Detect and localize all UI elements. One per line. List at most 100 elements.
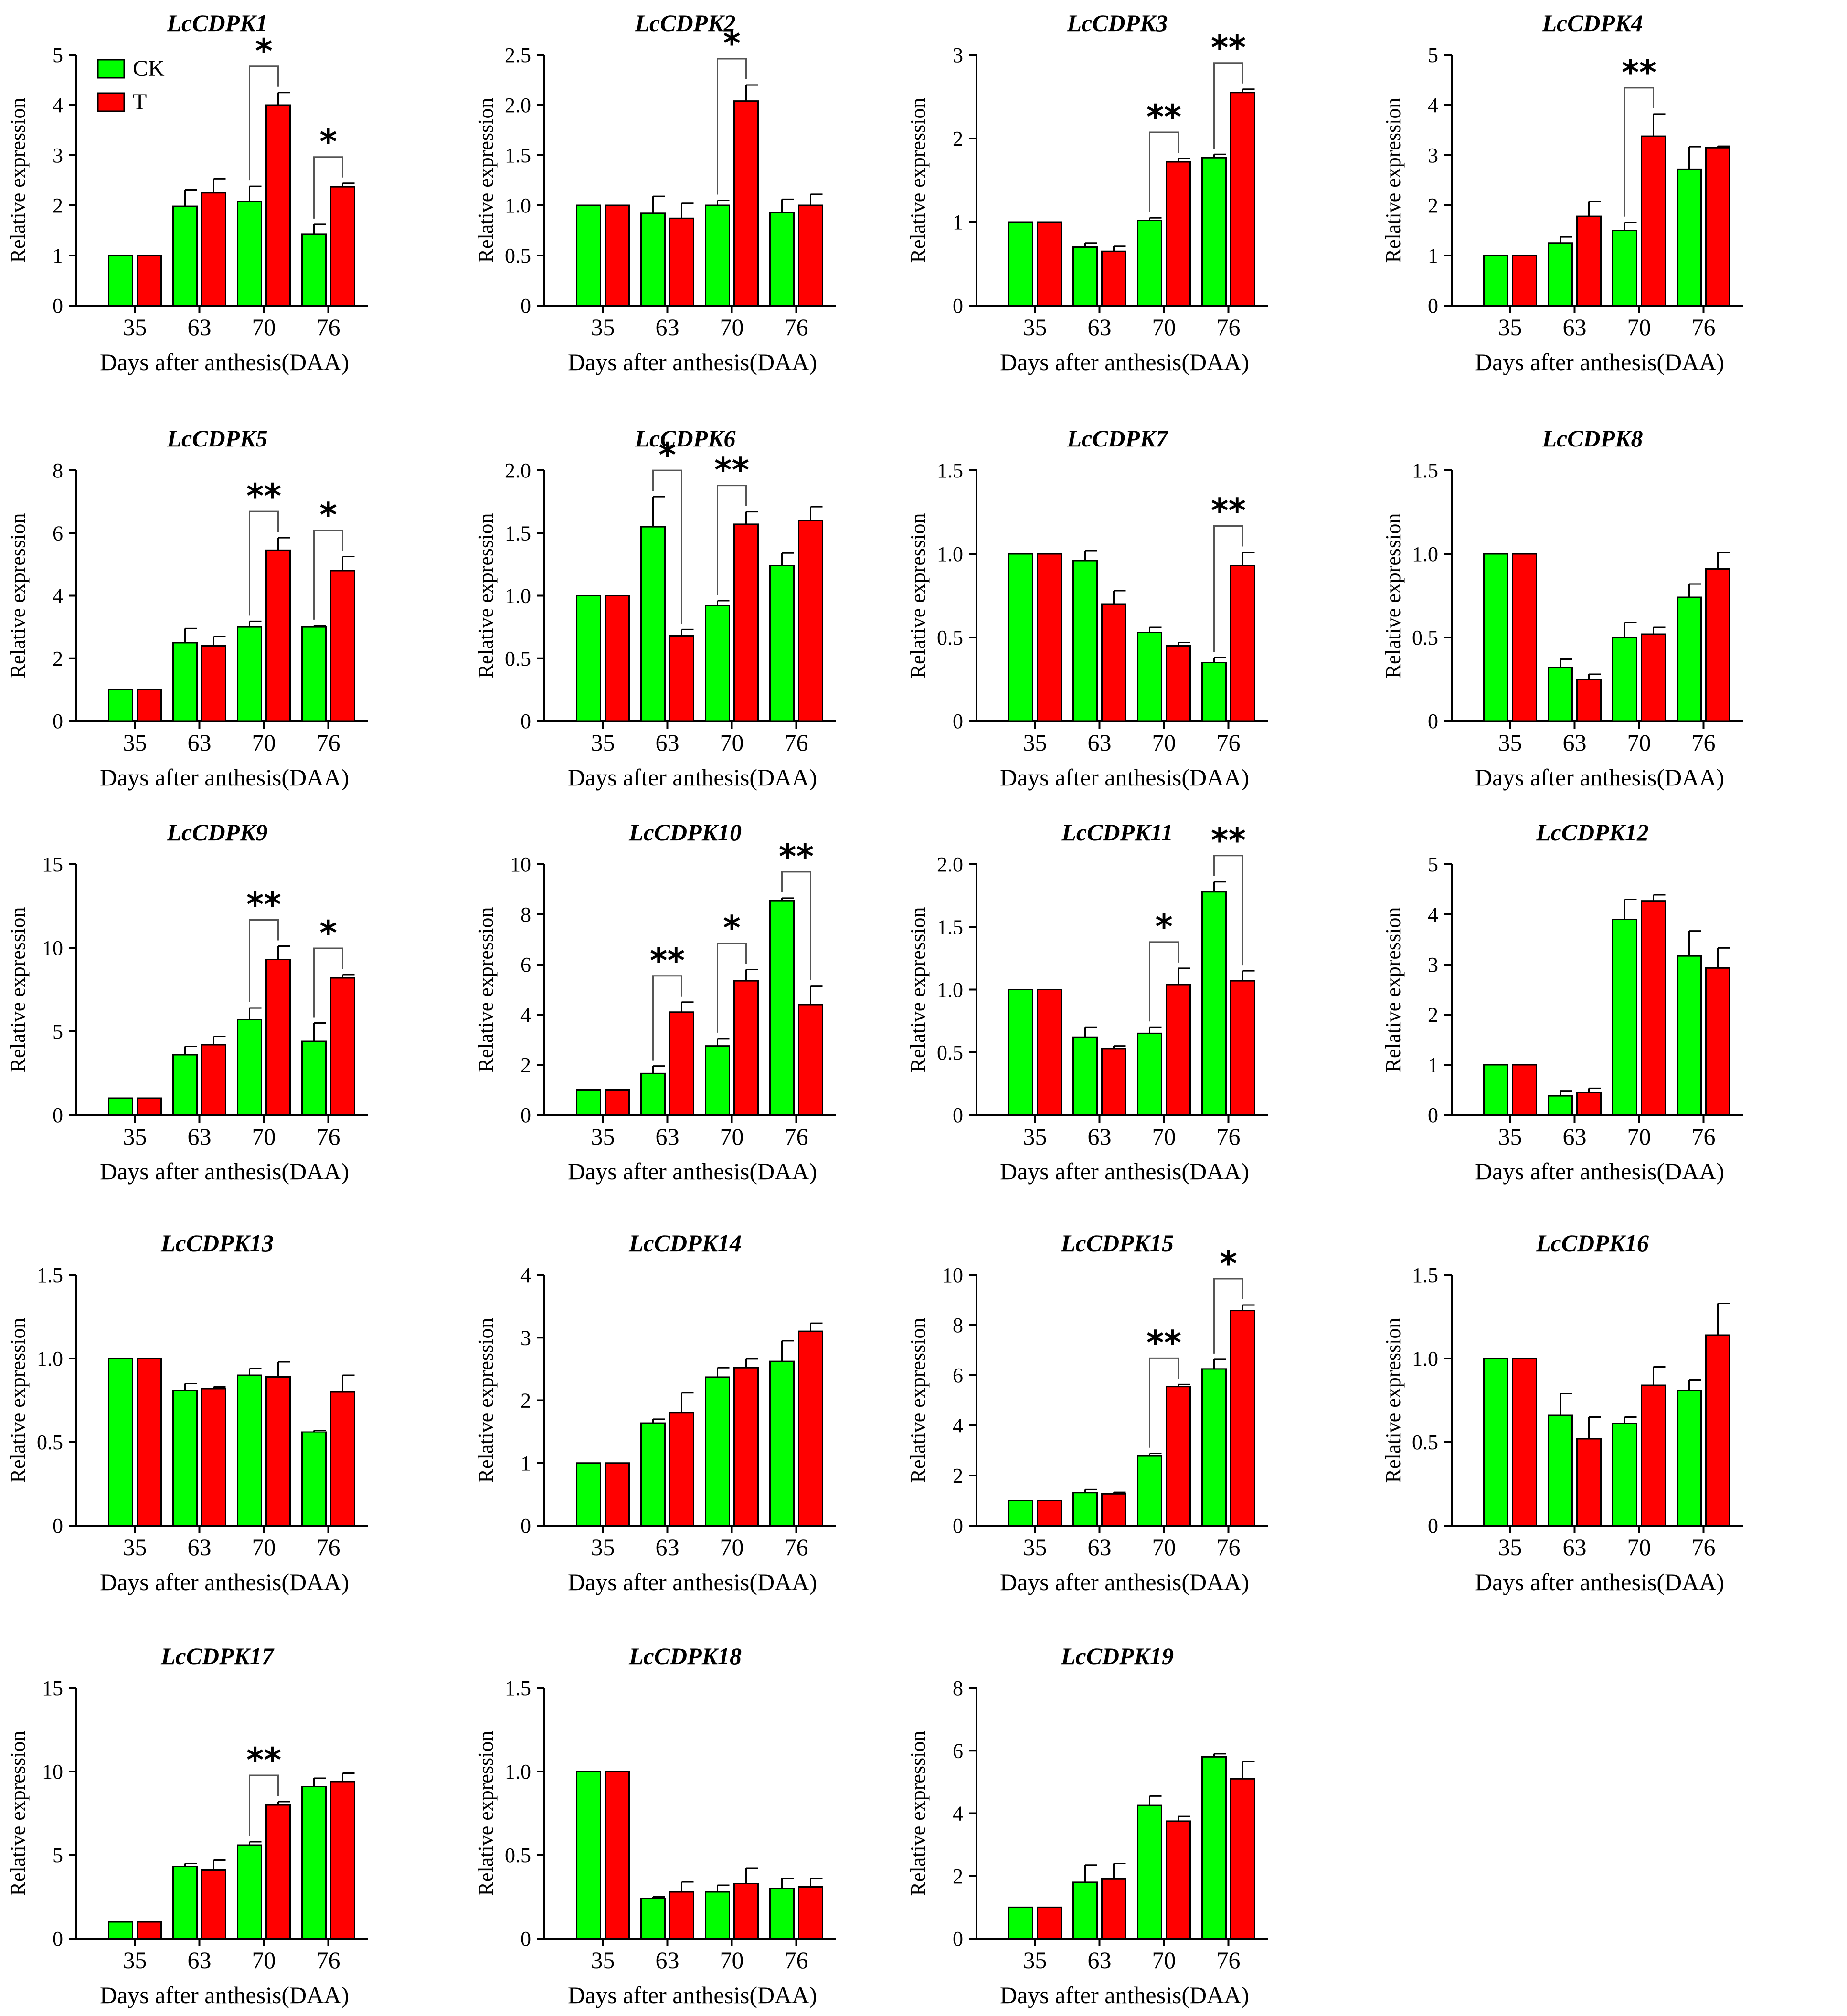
x-tick-label: 70 (252, 729, 276, 756)
significance-bracket (781, 871, 811, 980)
chart-panel: LcCDPK13 0 0.5 1.0 1.5 Relative expression 35 6… (6, 1230, 368, 1595)
x-tick-label: 76 (317, 1947, 340, 1974)
bar-t-76 (1705, 1334, 1730, 1527)
y-tick-label: 0 (520, 710, 531, 733)
y-axis-label: Relative expression (6, 1318, 30, 1483)
x-tick-label: 63 (656, 1947, 679, 1974)
x-tick-label: 63 (1088, 1123, 1112, 1150)
bar-ck-35 (108, 689, 133, 722)
y-tick-label: 0 (1428, 1103, 1438, 1127)
y-tick-label: 8 (953, 1676, 963, 1700)
chart-title: LcCDPK19 (1061, 1643, 1174, 1669)
chart-title: LcCDPK14 (628, 1230, 742, 1256)
y-tick-label: 2 (520, 1389, 531, 1412)
x-tick-label: 35 (123, 1123, 147, 1150)
bar-t-70 (265, 1804, 291, 1940)
chart-title: LcCDPK6 (634, 425, 735, 452)
significance-label: ** (1211, 491, 1246, 531)
y-tick-label: 2 (1428, 1003, 1438, 1027)
bar-t-70 (1641, 1384, 1666, 1527)
x-tick-label: 63 (656, 314, 679, 340)
legend-swatch-ck (97, 59, 125, 79)
bar-t-35 (1037, 989, 1062, 1116)
y-tick-label: 1 (520, 1452, 531, 1475)
bar-t-63 (669, 1891, 694, 1940)
y-tick-label: 0 (520, 294, 531, 318)
x-tick-label: 76 (1692, 1123, 1716, 1150)
x-tick-label: 63 (1563, 729, 1587, 756)
bar-t-70 (733, 100, 759, 307)
y-tick-label: 4 (953, 1802, 963, 1825)
y-tick-label: 0.5 (1412, 1431, 1438, 1454)
bar-ck-63 (1548, 667, 1573, 722)
y-axis-label: Relative expression (6, 907, 30, 1072)
chart-panel: LcCDPK12 0 1 2 3 4 5 Relative expression 35 63 70 7… (1381, 819, 1743, 1185)
bar-ck-70 (1612, 1423, 1637, 1527)
bar-t-35 (1037, 1500, 1062, 1527)
bar-t-76 (330, 1391, 355, 1527)
y-tick-label: 0.5 (1412, 626, 1438, 649)
y-tick-label: 4 (1428, 94, 1438, 117)
bar-ck-35 (576, 204, 601, 307)
bar-t-35 (605, 1771, 630, 1940)
x-tick-label: 63 (656, 729, 679, 756)
y-tick-label: 5 (1428, 43, 1438, 67)
bar-ck-70 (237, 201, 262, 307)
bar-ck-76 (301, 1431, 327, 1527)
x-tick-label: 76 (1692, 314, 1716, 340)
x-axis-label: Days after anthesis(DAA) (1475, 1569, 1724, 1595)
significance-bracket (1624, 87, 1654, 217)
bar-ck-76 (769, 212, 795, 307)
significance-bracket (652, 469, 682, 624)
bar-ck-70 (1137, 1032, 1162, 1116)
x-tick-label: 70 (1152, 1534, 1176, 1560)
significance-label: ** (714, 451, 749, 490)
x-axis-label: Days after anthesis(DAA) (568, 1569, 817, 1595)
bar-ck-63 (172, 1054, 198, 1116)
y-tick-label: 0 (1428, 710, 1438, 733)
bar-ck-70 (1137, 220, 1162, 307)
x-tick-label: 76 (785, 1947, 808, 1974)
bar-ck-35 (108, 1921, 133, 1940)
bar-t-63 (1101, 1048, 1126, 1116)
y-tick-label: 0.5 (937, 1041, 963, 1064)
y-tick-label: 8 (53, 459, 63, 482)
bar-t-70 (1641, 633, 1666, 722)
y-tick-label: 3 (53, 144, 63, 167)
bar-ck-76 (301, 233, 327, 307)
x-tick-label: 70 (1152, 1123, 1176, 1150)
y-tick-label: 0.5 (505, 1844, 531, 1867)
x-tick-label: 70 (1627, 1123, 1651, 1150)
chart-panel: LcCDPK18 0 0.5 1.0 1.5 Relative expression 35 6… (474, 1643, 836, 2008)
y-axis-label: Relative expression (474, 907, 498, 1072)
y-tick-label: 3 (520, 1326, 531, 1349)
significance-label: ** (1211, 821, 1246, 860)
bar-ck-63 (640, 1072, 666, 1116)
x-tick-label: 63 (188, 314, 212, 340)
bar-t-63 (1576, 215, 1602, 307)
x-axis-label: Days after anthesis(DAA) (568, 349, 817, 375)
x-tick-label: 35 (591, 1123, 615, 1150)
bar-t-63 (201, 1388, 226, 1527)
chart-panel: LcCDPK19 0 2 4 6 8 Relative expression 35 63 70 76… (906, 1643, 1268, 2008)
y-tick-label: 6 (953, 1364, 963, 1387)
bar-t-35 (137, 255, 162, 307)
x-tick-label: 35 (1023, 1534, 1047, 1560)
x-tick-label: 76 (317, 729, 340, 756)
bar-t-76 (1230, 1310, 1255, 1527)
y-tick-label: 5 (53, 1020, 63, 1043)
x-tick-label: 35 (1498, 729, 1522, 756)
y-axis-label: Relative expression (474, 98, 498, 263)
bar-ck-76 (1201, 662, 1227, 722)
bar-ck-76 (1201, 157, 1227, 307)
bar-t-35 (1512, 255, 1537, 307)
significance-label: ** (246, 885, 281, 924)
bar-ck-63 (172, 1390, 198, 1527)
x-tick-label: 63 (1088, 729, 1112, 756)
chart-panel: LcCDPK16 0 0.5 1.0 1.5 Relative expression 35 6… (1381, 1230, 1743, 1595)
bar-t-35 (137, 1921, 162, 1940)
y-axis-label: Relative expression (6, 513, 30, 679)
y-tick-label: 1.0 (37, 1347, 63, 1370)
bar-t-76 (1230, 1778, 1255, 1940)
bar-t-63 (669, 635, 694, 722)
